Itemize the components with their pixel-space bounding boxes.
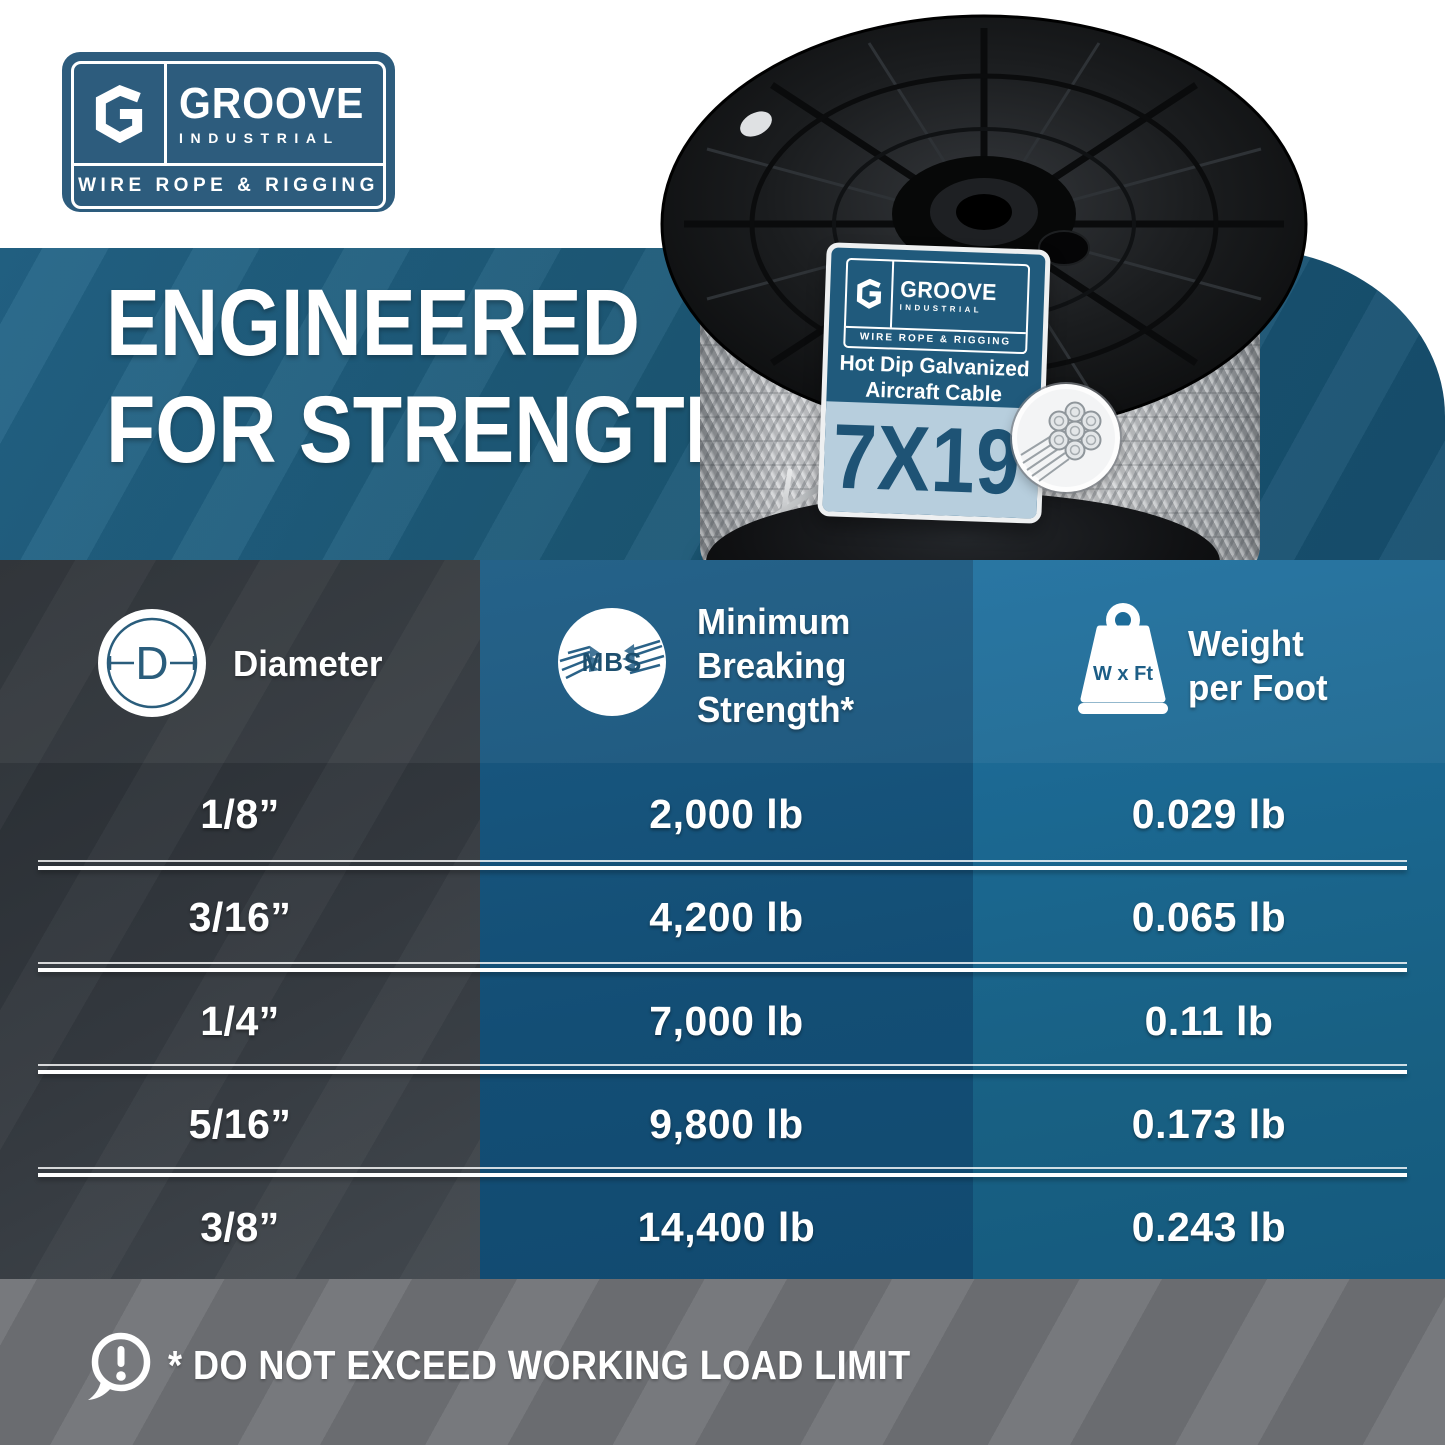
cell-diameter: 3/16”	[188, 894, 292, 941]
groove-g-icon	[95, 84, 143, 143]
column-weight-band	[973, 560, 1445, 1279]
diameter-icon-letter: D	[135, 637, 168, 689]
groove-g-monogram-icon	[74, 64, 167, 163]
header-weight: Weight per Foot	[1188, 623, 1328, 708]
table-row: 3/8” 14,400 lb 0.243 lb	[0, 1176, 1445, 1279]
brand-industry: INDUSTRIAL	[179, 129, 340, 146]
cell-weight: 0.065 lb	[1131, 894, 1287, 941]
mbs-icon: MBS	[558, 608, 666, 716]
spool-label-logo: GROOVE INDUSTRIAL WIRE ROPE & RIGGING	[843, 257, 1031, 355]
spec-table-rows: 1/8” 2,000 lb 0.029 lb 3/16” 4,200 lb 0.…	[0, 763, 1445, 1279]
footer-strip	[0, 1279, 1445, 1445]
mbs-icon-text: MBS	[582, 647, 643, 677]
spool-product-label: GROOVE INDUSTRIAL WIRE ROPE & RIGGING Ho…	[817, 242, 1051, 524]
brand-logo: GROOVE INDUSTRIAL WIRE ROPE & RIGGING	[62, 52, 395, 212]
diameter-icon: D	[98, 609, 206, 717]
cell-mbs: 4,200 lb	[649, 894, 804, 941]
brand-name: GROOVE	[899, 275, 998, 306]
cable-cross-section-icon	[1012, 384, 1120, 492]
table-row: 1/8” 2,000 lb 0.029 lb	[0, 763, 1445, 866]
working-load-footnote: * DO NOT EXCEED WORKING LOAD LIMIT	[168, 1342, 911, 1388]
weight-icon: W x Ft	[1078, 603, 1168, 714]
row-separator	[38, 1167, 1407, 1177]
cell-diameter: 3/8”	[200, 1203, 280, 1250]
cell-weight: 0.243 lb	[1131, 1203, 1287, 1250]
hero-headline-line2: FOR STRENGTH	[106, 377, 744, 484]
table-row: 5/16” 9,800 lb 0.173 lb	[0, 1073, 1445, 1176]
cell-diameter: 1/8”	[200, 791, 280, 838]
row-separator	[38, 962, 1407, 972]
row-separator	[38, 1064, 1407, 1074]
brand-logo-frame: GROOVE INDUSTRIAL WIRE ROPE & RIGGING	[71, 61, 386, 209]
cell-weight: 0.029 lb	[1131, 791, 1287, 838]
brand-name: GROOVE	[179, 78, 365, 128]
cell-diameter: 5/16”	[188, 1100, 292, 1147]
header-mbs: Minimum Breaking Strength*	[697, 601, 855, 730]
cell-mbs: 14,400 lb	[637, 1203, 816, 1250]
table-row: 1/4” 7,000 lb 0.11 lb	[0, 969, 1445, 1072]
cell-weight: 0.11 lb	[1144, 997, 1274, 1044]
cell-diameter: 1/4”	[200, 997, 280, 1044]
brand-tagline: WIRE ROPE & RIGGING	[74, 163, 383, 206]
table-row: 3/16” 4,200 lb 0.065 lb	[0, 866, 1445, 969]
cell-mbs: 7,000 lb	[649, 997, 804, 1044]
weight-icon-text: W x Ft	[1093, 663, 1153, 685]
cell-mbs: 2,000 lb	[649, 791, 804, 838]
hero-headline: ENGINEERED FOR STRENGTH	[106, 270, 743, 485]
header-diameter: Diameter	[233, 643, 383, 684]
brand-industry: INDUSTRIAL	[899, 302, 983, 315]
construction-code: 7X19	[830, 405, 1022, 515]
construction-panel: 7X19	[822, 401, 1041, 519]
row-separator	[38, 860, 1407, 870]
groove-g-monogram-icon	[845, 259, 895, 328]
hero-headline-line1: ENGINEERED	[106, 270, 640, 376]
cell-weight: 0.173 lb	[1131, 1100, 1287, 1147]
warning-speech-bubble-icon	[88, 1332, 151, 1400]
column-diameter-band	[0, 560, 480, 1279]
groove-g-icon	[856, 278, 882, 309]
cell-mbs: 9,800 lb	[649, 1100, 804, 1147]
